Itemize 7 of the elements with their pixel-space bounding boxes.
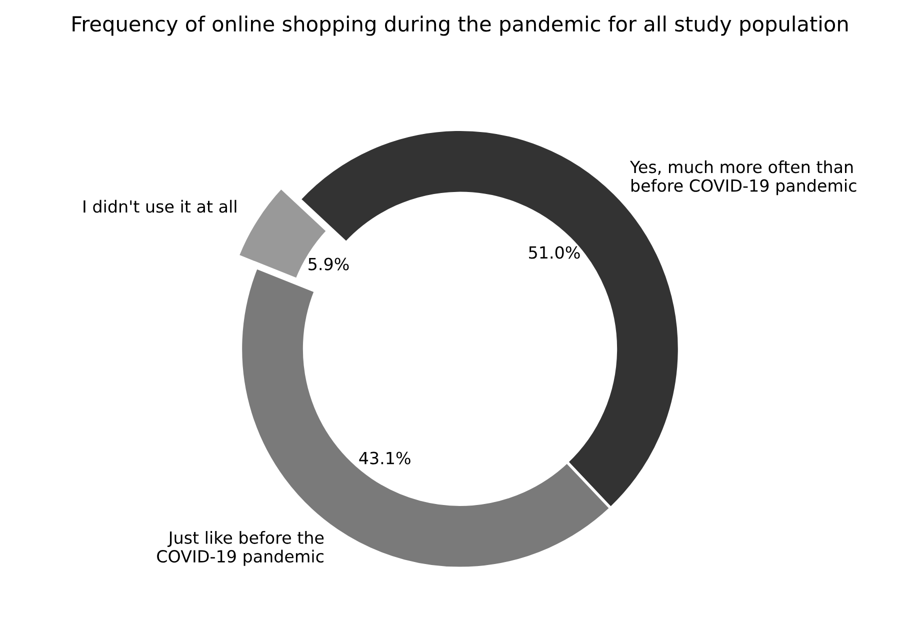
chart-title: Frequency of online shopping during the pandemic for all study population [72, 16, 848, 36]
data-label: 51.0% [529, 246, 580, 259]
slice-label: Just like before the COVID-19 pandemic [157, 531, 324, 566]
slice-label: I didn't use it at all [84, 200, 236, 213]
data-label: 43.1% [359, 452, 410, 464]
slice-label: Yes, much more often than before COVID-19 pandemic [630, 160, 856, 196]
data-label: 5.9% [308, 258, 349, 270]
